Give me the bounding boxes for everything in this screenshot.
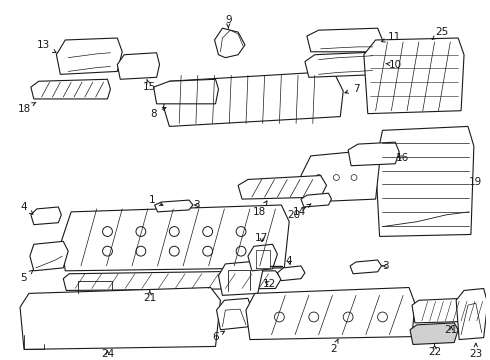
Polygon shape (350, 260, 382, 274)
Text: 16: 16 (395, 153, 409, 163)
Text: 3: 3 (194, 200, 200, 210)
Text: 22: 22 (428, 345, 441, 357)
Polygon shape (30, 241, 68, 271)
Text: 14: 14 (293, 204, 311, 217)
Polygon shape (215, 28, 245, 58)
Polygon shape (248, 244, 277, 271)
Text: 17: 17 (255, 233, 269, 243)
Polygon shape (301, 150, 380, 202)
Text: 4: 4 (21, 202, 33, 214)
Text: 5: 5 (21, 270, 33, 283)
Text: 19: 19 (469, 177, 483, 188)
Polygon shape (217, 298, 252, 330)
Polygon shape (56, 38, 122, 75)
Polygon shape (219, 261, 263, 295)
Text: 21: 21 (444, 325, 458, 335)
Polygon shape (154, 79, 219, 104)
Text: 10: 10 (386, 59, 402, 69)
Polygon shape (456, 288, 488, 339)
Text: 11: 11 (382, 32, 401, 42)
Polygon shape (376, 126, 474, 237)
Text: 13: 13 (37, 40, 56, 53)
Polygon shape (301, 193, 331, 207)
Polygon shape (63, 271, 281, 291)
Text: 20: 20 (288, 207, 306, 220)
Text: 18: 18 (17, 102, 36, 114)
Polygon shape (238, 176, 326, 199)
Text: 3: 3 (382, 261, 389, 271)
Polygon shape (412, 297, 490, 323)
Polygon shape (31, 79, 110, 99)
Polygon shape (348, 142, 399, 166)
Polygon shape (307, 28, 383, 52)
Text: 23: 23 (469, 343, 483, 359)
Text: 15: 15 (143, 79, 156, 92)
Polygon shape (410, 323, 458, 345)
Polygon shape (277, 266, 305, 281)
Text: 4: 4 (286, 256, 293, 266)
Polygon shape (155, 200, 193, 212)
Polygon shape (164, 71, 343, 126)
Text: 18: 18 (253, 201, 267, 217)
Polygon shape (20, 288, 221, 350)
Polygon shape (364, 38, 464, 114)
Text: 21: 21 (143, 291, 156, 303)
Text: 6: 6 (212, 331, 224, 342)
Polygon shape (31, 207, 61, 225)
Text: 1: 1 (148, 195, 163, 206)
Text: 25: 25 (432, 27, 448, 40)
Text: 24: 24 (101, 349, 114, 359)
Text: 8: 8 (150, 108, 166, 119)
Text: 9: 9 (225, 15, 232, 28)
Text: 12: 12 (263, 279, 276, 289)
Polygon shape (246, 288, 415, 339)
Text: 2: 2 (330, 339, 338, 354)
Text: 7: 7 (345, 84, 359, 94)
Polygon shape (305, 52, 386, 77)
Polygon shape (61, 205, 289, 271)
Polygon shape (117, 53, 160, 79)
